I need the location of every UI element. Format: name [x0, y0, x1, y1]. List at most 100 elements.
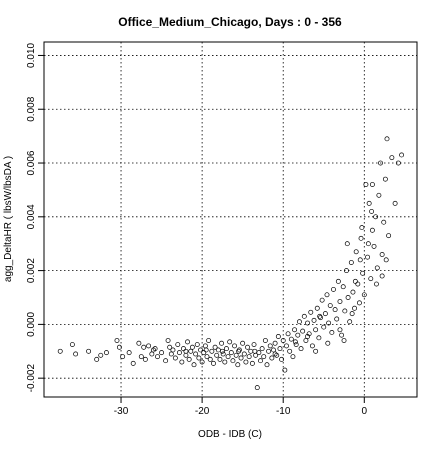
data-point — [311, 317, 317, 323]
data-point — [287, 348, 293, 354]
data-point — [288, 336, 294, 342]
data-point — [365, 254, 370, 260]
data-point — [301, 313, 307, 319]
data-point — [339, 332, 345, 338]
data-point — [236, 348, 242, 354]
data-point — [138, 354, 144, 360]
data-point — [219, 340, 225, 346]
data-point — [191, 362, 197, 368]
data-point — [337, 327, 343, 333]
data-point — [243, 359, 249, 365]
data-point — [295, 332, 301, 338]
data-point — [198, 347, 203, 353]
data-point — [214, 352, 220, 358]
data-point — [136, 340, 142, 346]
data-point — [69, 342, 75, 348]
data-point — [325, 340, 331, 346]
data-point — [386, 233, 392, 239]
data-point — [357, 257, 363, 263]
data-point — [290, 354, 296, 360]
data-point — [342, 308, 348, 314]
data-point — [300, 328, 306, 334]
data-point — [275, 334, 281, 339]
data-point — [309, 343, 315, 349]
data-point — [292, 327, 298, 333]
y-tick-label: 0.010 — [26, 42, 37, 67]
data-point — [344, 268, 349, 274]
data-point — [341, 338, 347, 343]
data-point — [392, 200, 398, 206]
data-point — [201, 350, 207, 356]
x-axis-ticks: -30 -20 -10 0 — [114, 397, 368, 417]
data-point — [256, 350, 262, 356]
data-point — [120, 354, 126, 360]
data-point — [331, 286, 336, 292]
data-point — [369, 208, 375, 214]
data-point — [327, 303, 333, 309]
data-point — [262, 338, 268, 343]
data-point — [298, 346, 304, 352]
data-point — [116, 344, 122, 350]
data-point — [230, 358, 236, 364]
data-point — [277, 346, 283, 352]
data-point — [232, 343, 237, 349]
data-point — [356, 300, 362, 306]
data-point — [217, 356, 223, 362]
x-tick-label: -30 — [114, 406, 129, 417]
data-point — [306, 331, 312, 337]
data-point — [258, 358, 263, 364]
data-point — [314, 305, 320, 311]
data-point — [374, 265, 380, 271]
data-point — [240, 340, 246, 346]
data-point — [305, 334, 310, 339]
data-point — [203, 347, 209, 353]
data-point — [329, 330, 335, 335]
data-point — [149, 351, 155, 357]
data-point — [227, 339, 233, 345]
data-point — [373, 214, 379, 220]
data-point — [272, 340, 278, 346]
data-point — [324, 292, 330, 298]
data-point — [98, 352, 104, 358]
data-point — [73, 351, 79, 357]
data-point — [212, 344, 218, 350]
data-point — [146, 343, 152, 349]
data-point — [374, 281, 379, 287]
data-point — [142, 356, 148, 362]
data-point — [363, 182, 369, 187]
data-point — [130, 360, 136, 366]
data-point — [189, 344, 195, 350]
data-point — [249, 360, 255, 366]
data-point — [267, 343, 273, 349]
data-point — [186, 356, 192, 362]
data-point — [347, 319, 353, 325]
x-tick-label: -10 — [276, 406, 291, 417]
data-point — [313, 327, 319, 333]
data-point — [369, 182, 375, 187]
data-point — [204, 354, 210, 360]
data-point — [261, 354, 267, 360]
data-point — [181, 346, 186, 352]
data-point — [103, 350, 109, 356]
data-point — [378, 160, 383, 166]
data-point — [285, 331, 291, 337]
data-points — [57, 136, 405, 391]
data-point — [152, 346, 158, 352]
data-point — [389, 155, 395, 161]
data-point — [355, 281, 361, 287]
data-point — [272, 351, 278, 357]
data-point — [215, 347, 221, 353]
data-point — [206, 338, 212, 343]
data-point — [369, 227, 375, 233]
y-tick-label: -0.002 — [26, 364, 37, 393]
data-point — [141, 344, 147, 350]
data-point — [345, 295, 351, 300]
data-point — [368, 276, 374, 282]
data-point — [395, 160, 401, 166]
data-point — [259, 346, 265, 352]
y-axis-label: agg_DeltaHR ( lbsW/lbsDA ) — [3, 156, 14, 282]
data-point — [159, 350, 165, 356]
data-point — [176, 350, 182, 356]
data-point — [241, 351, 247, 357]
data-point — [382, 176, 388, 182]
